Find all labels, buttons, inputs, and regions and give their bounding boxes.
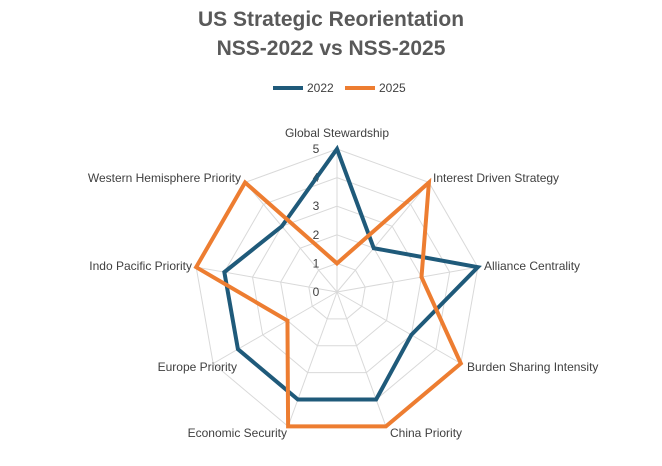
tick-label-1: 1 [313,256,320,270]
category-label-6: Europe Priority [158,360,237,374]
category-label-1: Interest Driven Strategy [433,171,559,185]
tick-label-2: 2 [313,228,320,242]
tick-label-5: 5 [313,142,320,156]
legend-label-2022: 2022 [307,81,334,95]
category-label-7: Indo Pacific Priority [89,259,192,273]
category-label-5: Economic Security [188,426,287,440]
category-label-4: China Priority [390,426,462,440]
category-label-3: Burden Sharing Intensity [467,360,598,374]
grid-spoke-5 [287,291,338,427]
grid-spoke-8 [244,182,338,293]
category-label-8: Western Hemisphere Priority [88,171,241,185]
series-line-2025 [193,177,464,429]
chart-title-line1: US Strategic Reorientation [197,8,465,31]
grid-ring-2 [280,234,394,347]
grid-spoke-6 [212,291,338,364]
grid-spoke-4 [336,291,387,427]
category-label-0: Global Stewardship [285,126,389,140]
grid-spoke-3 [336,291,462,364]
tick-label-3: 3 [313,199,320,213]
series-line-2022 [222,144,482,402]
grid-spoke-2 [336,266,478,293]
grid-ring-1 [308,262,366,320]
legend-label-2025: 2025 [379,81,406,95]
grid-spoke-1 [336,182,430,293]
grid-ring-3 [251,205,423,374]
chart-title-line2: NSS-2022 vs NSS-2025 [216,37,446,60]
grid-spoke-7 [196,266,338,293]
tick-label-0: 0 [313,285,320,299]
category-label-2: Alliance Centrality [484,259,580,273]
